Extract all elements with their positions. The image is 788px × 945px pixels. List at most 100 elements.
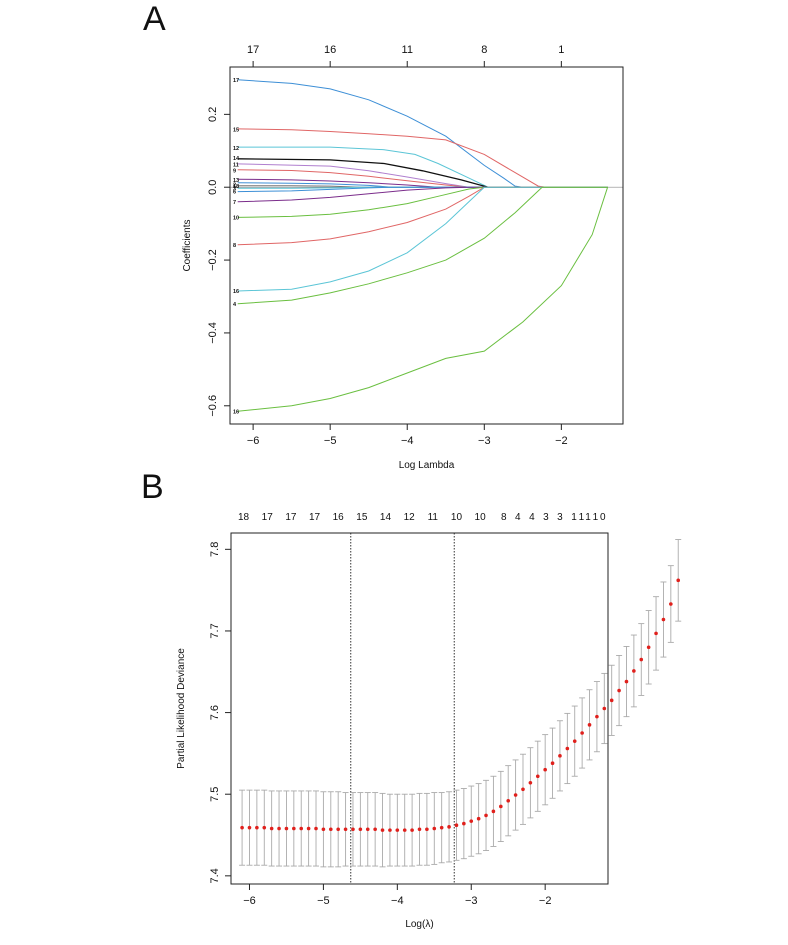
chart-b-lambda-lines	[350, 533, 455, 884]
chart-b-x-tick-label: −2	[539, 895, 552, 907]
chart-a-series-line	[237, 186, 608, 305]
chart-a-variable-label: 16	[233, 409, 239, 415]
chart-a-series-line	[237, 187, 609, 412]
chart-b-top-tick-label: 4	[515, 512, 521, 523]
chart-b-point	[602, 706, 607, 711]
chart-b-point	[521, 787, 525, 792]
chart-a-variable-label: 18	[233, 184, 239, 190]
chart-b-point	[661, 617, 666, 622]
chart-b-error-bars	[239, 539, 682, 868]
chart-a-variable-label: 11	[233, 163, 239, 169]
chart-a-top-axis: 17 16 11 8 1	[247, 44, 564, 67]
chart-b-point	[654, 631, 658, 636]
chart-b-point	[284, 826, 289, 831]
chart-b-top-tick-label: 10	[475, 512, 487, 523]
chart-b-point	[565, 746, 570, 751]
chart-b-point	[314, 826, 318, 831]
chart-b-y-tick-label: 7.4	[209, 868, 221, 883]
chart-a-variable-label: 8	[233, 243, 236, 249]
chart-a-x-tick-label: −6	[247, 435, 260, 447]
chart-a-x-tick-label: −3	[478, 435, 491, 447]
chart-b-point	[506, 798, 511, 803]
chart-b-point	[476, 816, 481, 821]
chart-b-point	[669, 602, 673, 606]
chart-b-y-tick-label: 7.5	[209, 787, 221, 802]
chart-a-variable-label: 9	[233, 168, 236, 174]
chart-b-point	[388, 828, 392, 832]
chart-b-point	[425, 827, 429, 832]
chart-b-point	[572, 739, 577, 743]
chart-b-point	[380, 828, 385, 832]
chart-b-top-tick-label: 14	[380, 512, 392, 523]
chart-b-point	[255, 825, 259, 830]
chart-a-y-tick-label: −0.2	[207, 249, 219, 271]
chart-b-x-axis: −6 −5 −4 −3 −2	[243, 884, 551, 907]
chart-b-point	[292, 826, 296, 831]
chart-a-variable-label: 13	[233, 178, 239, 184]
chart-b-point	[617, 688, 621, 693]
chart-a-x-tick-label: −2	[555, 435, 568, 447]
chart-a-variable-label: 14	[233, 156, 240, 162]
chart-b-point	[417, 827, 422, 832]
chart-a-top-tick-label: 17	[247, 44, 259, 56]
chart-b-point	[491, 809, 496, 814]
chart-b-top-tick-label: 10	[451, 512, 463, 523]
chart-b-point	[439, 825, 444, 830]
chart-b-point	[595, 714, 599, 719]
chart-b-point	[513, 793, 518, 797]
panel-b-label: B	[141, 468, 164, 506]
chart-b-point	[299, 826, 304, 831]
chart-b-point	[321, 827, 326, 832]
chart-b-top-tick-label: 15	[356, 512, 368, 523]
chart-b-y-label: Partial Likelihood Deviance	[176, 648, 187, 769]
chart-a-variable-label: 15	[233, 128, 239, 134]
chart-a-series-line	[237, 186, 608, 193]
chart-b-point	[306, 826, 311, 831]
chart-b-point	[373, 827, 377, 832]
chart-b-top-tick-label: 17	[262, 512, 274, 523]
chart-a-variable-label: 3	[233, 186, 236, 192]
chart-b-top-tick-label: 1	[593, 512, 599, 523]
chart-a-variable-label: 7	[233, 200, 236, 206]
chart-b-point	[580, 731, 584, 735]
chart-b-point	[558, 754, 562, 758]
chart-b-point	[328, 827, 333, 832]
chart-b-x-tick-label: −5	[317, 895, 330, 907]
chart-b-y-tick-label: 7.8	[209, 542, 221, 557]
chart-a-top-tick-label: 1	[558, 44, 564, 56]
chart-b-point	[240, 825, 244, 830]
chart-b-point	[262, 825, 267, 830]
chart-b-top-axis: 18 17 17 17 16 15 14 12 11 10 10 8 4 4 3 3 1 1 1 1 0	[238, 512, 606, 523]
chart-b-point	[587, 723, 592, 727]
chart-b-top-tick-label: 17	[309, 512, 321, 523]
chart-a-x-axis: −6 −5 −4 −3 −2	[247, 424, 568, 447]
chart-b-point	[499, 804, 503, 809]
chart-a-series-line	[237, 186, 608, 218]
chart-a-plot-frame	[229, 66, 624, 425]
chart-b-top-tick-label: 0	[600, 512, 606, 523]
chart-a-series-line	[237, 186, 608, 246]
chart-b-top-tick-label: 3	[557, 512, 563, 523]
chart-b-top-tick-label: 18	[238, 512, 250, 523]
panel-a-label: A	[143, 0, 166, 38]
chart-b-point	[469, 819, 474, 823]
chart-a-y-tick-label: 0.0	[207, 180, 219, 195]
chart-a-variable-label: 4	[233, 302, 237, 308]
chart-b-point	[358, 827, 363, 832]
chart-b-top-tick-label: 1	[571, 512, 577, 523]
chart-b-point	[624, 679, 629, 684]
chart-b-point	[550, 761, 555, 765]
chart-a-variable-label: 16	[233, 289, 239, 295]
chart-b-point	[277, 826, 281, 831]
chart-b-y-tick-label: 7.6	[209, 705, 221, 720]
chart-a-variable-label: 2	[233, 182, 236, 188]
chart-a-y-tick-label: 0.2	[207, 107, 219, 122]
chart-b-x-tick-label: −4	[391, 895, 404, 907]
chart-b-point	[639, 657, 644, 662]
chart-b-point	[247, 825, 252, 830]
chart-a-series-line	[237, 128, 608, 188]
chart-b-top-tick-label: 3	[543, 512, 549, 523]
chart-b-point	[609, 698, 614, 703]
chart-b-point	[343, 827, 348, 832]
